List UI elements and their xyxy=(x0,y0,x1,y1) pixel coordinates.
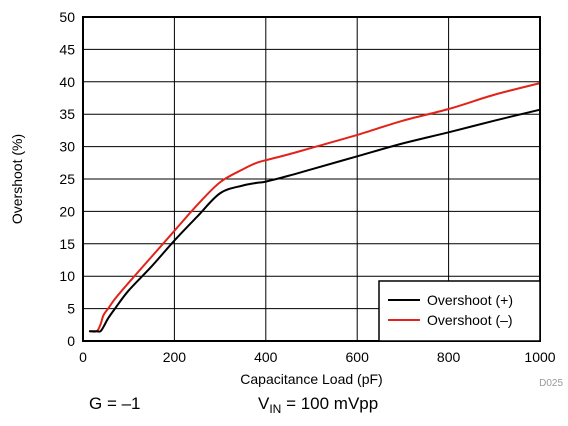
y-axis-title: Overshoot (%) xyxy=(9,134,25,224)
vin-value: = 100 mVpp xyxy=(281,394,379,413)
x-tick-label: 0 xyxy=(79,349,87,365)
y-tick-label: 30 xyxy=(59,139,75,155)
legend-box xyxy=(378,280,541,342)
y-tick-label: 5 xyxy=(67,301,75,317)
caption-gain: G = –1 xyxy=(89,394,141,413)
legend: Overshoot (+) Overshoot (–) xyxy=(378,280,541,342)
y-tick-label: 50 xyxy=(59,9,75,25)
series-layer xyxy=(88,82,541,333)
caption-input-voltage: VIN = 100 mVpp xyxy=(258,394,378,416)
y-tick-label: 25 xyxy=(59,171,75,187)
y-tick-label: 20 xyxy=(59,203,75,219)
y-tick-label: 10 xyxy=(59,268,75,284)
legend-label-overshoot-minus: Overshoot (–) xyxy=(427,312,513,328)
x-tick-label: 200 xyxy=(163,349,187,365)
series-line-0 xyxy=(88,108,541,333)
vin-symbol: V xyxy=(258,394,270,413)
x-tick-label: 1000 xyxy=(524,349,555,365)
y-tick-label: 35 xyxy=(59,106,75,122)
y-tick-label: 0 xyxy=(67,333,75,349)
x-axis-title: Capacitance Load (pF) xyxy=(240,371,382,387)
legend-label-overshoot-plus: Overshoot (+) xyxy=(427,292,513,308)
vin-subscript: IN xyxy=(269,402,282,416)
figure-id: D025 xyxy=(539,378,563,389)
y-tick-label: 15 xyxy=(59,236,75,252)
y-axis-ticks: 0 5 10 15 20 25 30 35 40 45 50 xyxy=(59,9,75,349)
plot-frame xyxy=(82,16,541,342)
x-tick-label: 800 xyxy=(437,349,461,365)
x-tick-label: 600 xyxy=(346,349,370,365)
y-tick-label: 45 xyxy=(59,41,75,57)
x-tick-label: 400 xyxy=(254,349,278,365)
y-tick-label: 40 xyxy=(59,74,75,90)
series-line-1 xyxy=(88,82,541,333)
x-axis-ticks: 0 200 400 600 800 1000 xyxy=(79,349,556,365)
